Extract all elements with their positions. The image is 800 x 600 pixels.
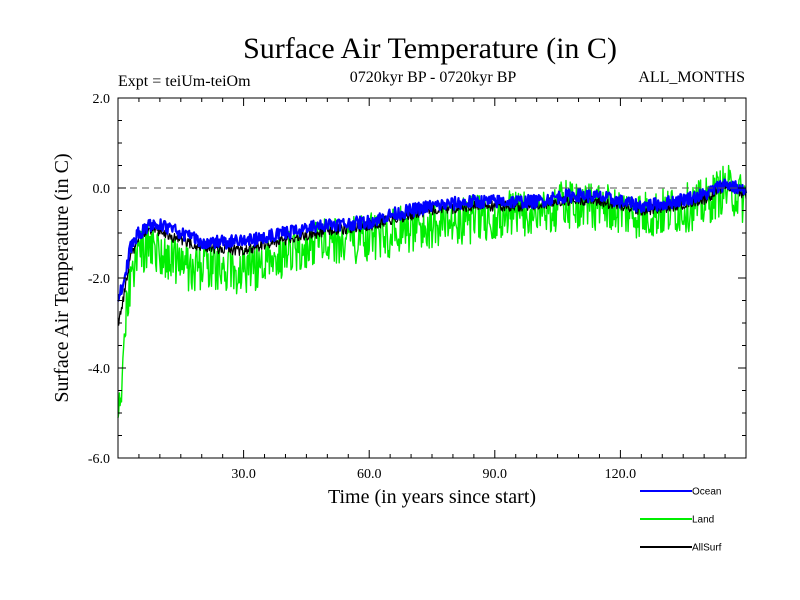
axis-layer: 30.0 60.0 90.0 120.0 -6.0 -4.0 -2.0 0.0 2.0	[88, 92, 747, 482]
series-line-ocean	[117, 178, 748, 302]
y-tick-label: 0.0	[93, 182, 111, 197]
x-tick-label: 120.0	[605, 467, 637, 482]
y-tick-label: -6.0	[88, 452, 110, 467]
legend-label-ocean: Ocean	[692, 487, 721, 498]
chart-title: Surface Air Temperature (in C)	[243, 32, 617, 65]
x-tick-label: 30.0	[231, 467, 256, 482]
subtitle-center: 0720kyr BP - 0720kyr BP	[350, 69, 517, 86]
x-tick-label: 90.0	[483, 467, 508, 482]
legend-label-allsurf: AllSurf	[692, 543, 722, 554]
y-tick-label: -4.0	[88, 362, 110, 377]
subtitle-left: Expt = teiUm-teiOm	[118, 73, 251, 90]
legend: Ocean Land AllSurf	[640, 487, 722, 554]
series-layer	[117, 164, 748, 419]
x-axis-label: Time (in years since start)	[328, 486, 536, 508]
subtitle-right: ALL_MONTHS	[638, 69, 745, 86]
y-axis-label: Surface Air Temperature (in C)	[51, 153, 73, 402]
y-tick-label: -2.0	[88, 272, 110, 287]
legend-label-land: Land	[692, 515, 714, 526]
y-tick-label: 2.0	[93, 92, 111, 107]
x-tick-label: 60.0	[357, 467, 382, 482]
